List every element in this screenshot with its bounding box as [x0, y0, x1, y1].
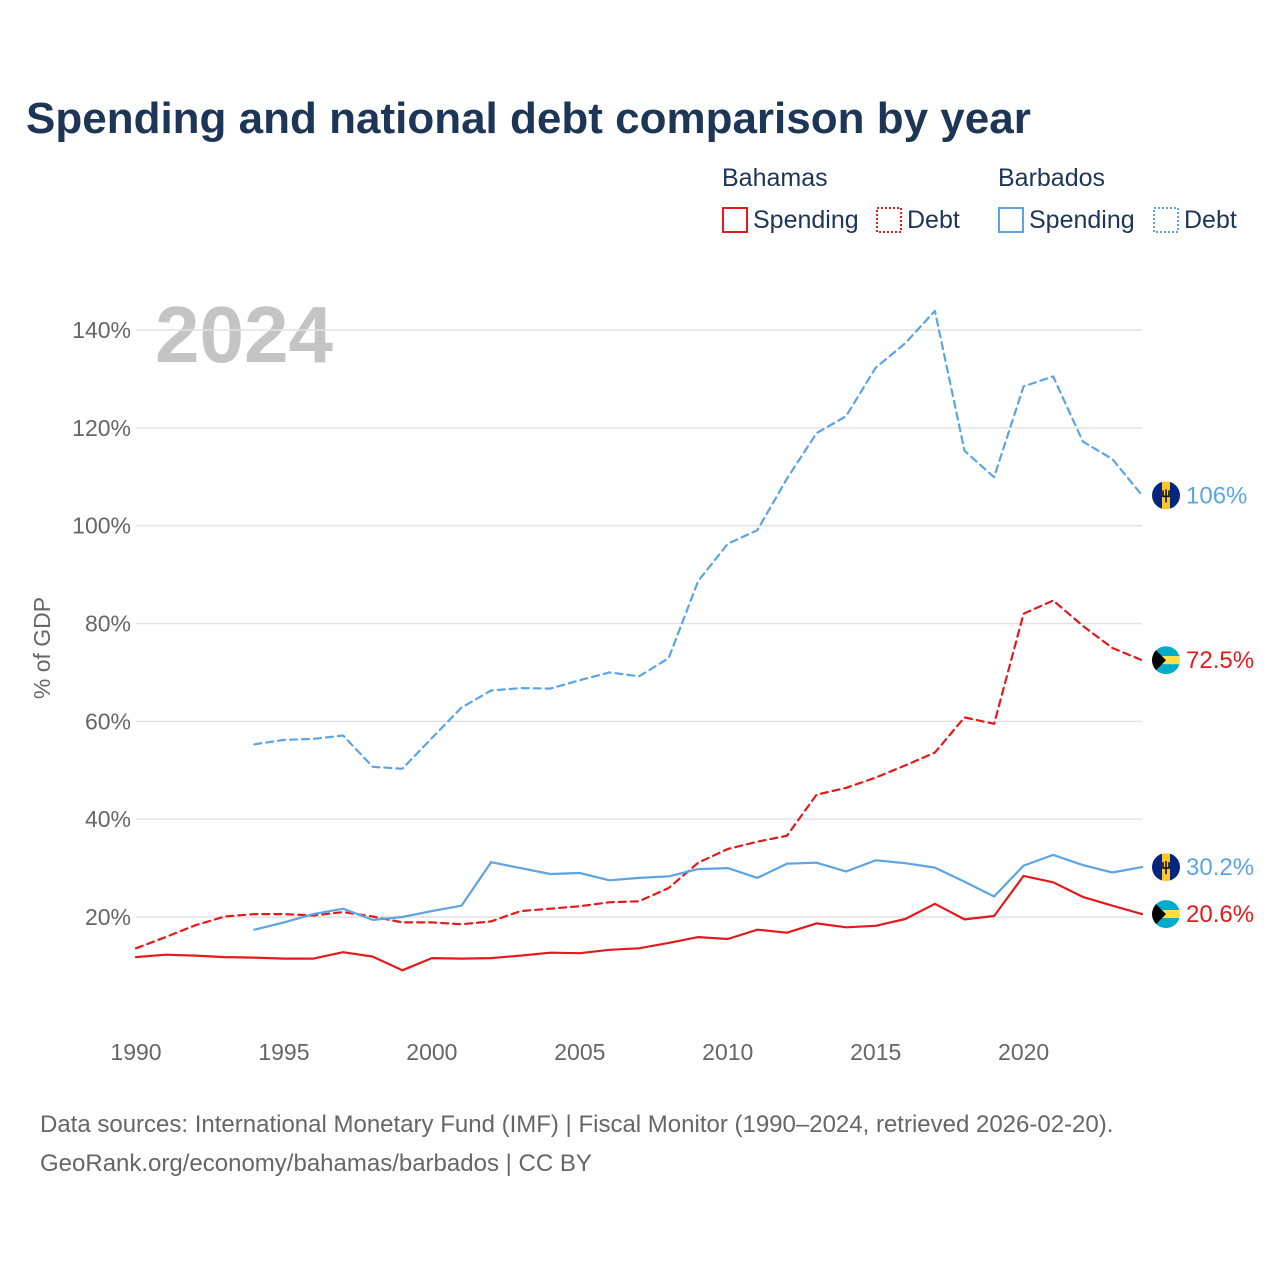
bahamas-flag-icon: [1152, 646, 1180, 675]
legend-label-barbados-debt[interactable]: Debt: [1184, 206, 1237, 234]
end-label-bahamas-spending: 20.6%: [1186, 901, 1254, 928]
bahamas-flag-icon: [1152, 900, 1180, 929]
y-tick-label: 20%: [85, 904, 131, 930]
x-tick-label: 1995: [258, 1039, 309, 1065]
y-tick-label: 100%: [72, 513, 131, 539]
legend-label-bahamas-debt[interactable]: Debt: [907, 206, 960, 234]
legend-swatch-bahamas-debt[interactable]: [876, 207, 902, 233]
x-tick-label: 2020: [998, 1039, 1049, 1065]
y-tick-label: 140%: [72, 317, 131, 343]
x-axis-ticks: 1990 1995 2000 2005 2010 2015 2020: [110, 1039, 1049, 1065]
legend-group-barbados: Barbados: [998, 164, 1105, 192]
barbados-flag-icon: [1152, 481, 1180, 510]
y-axis-ticks: 20% 40% 60% 80% 100% 120% 140%: [72, 317, 131, 930]
series-line-bahamas-spending[interactable]: [134, 874, 1144, 972]
end-label-bahamas-debt: 72.5%: [1186, 647, 1254, 674]
series: [134, 309, 1144, 972]
end-label-barbados-debt: 106%: [1186, 482, 1247, 509]
grid: [136, 329, 1142, 918]
y-tick-label: 40%: [85, 806, 131, 832]
legend-label-barbados-spending[interactable]: Spending: [1029, 206, 1135, 234]
barbados-flag-icon: [1152, 853, 1180, 882]
series-line-barbados-debt[interactable]: [253, 309, 1144, 770]
y-tick-label: 80%: [85, 611, 131, 637]
chart-title: Spending and national debt comparison by…: [26, 94, 1031, 143]
y-axis-label: % of GDP: [29, 597, 55, 699]
x-tick-label: 2010: [702, 1039, 753, 1065]
legend-swatch-barbados-spending[interactable]: [998, 207, 1024, 233]
year-watermark: 2024: [155, 290, 333, 379]
x-tick-label: 1990: [110, 1039, 161, 1065]
legend-swatch-barbados-debt[interactable]: [1153, 207, 1179, 233]
end-labels: 72.5% 20.6% 106% 30.2%: [1152, 481, 1254, 929]
x-tick-label: 2005: [554, 1039, 605, 1065]
series-line-barbados-spending[interactable]: [253, 853, 1144, 931]
x-tick-label: 2000: [406, 1039, 457, 1065]
legend: Bahamas Barbados Spending Debt Spending …: [722, 164, 1237, 234]
source-line-1: Data sources: International Monetary Fun…: [40, 1111, 1113, 1138]
series-line-bahamas-debt[interactable]: [134, 599, 1144, 950]
y-tick-label: 120%: [72, 415, 131, 441]
legend-label-bahamas-spending[interactable]: Spending: [753, 206, 859, 234]
legend-swatch-bahamas-spending[interactable]: [722, 207, 748, 233]
x-tick-label: 2015: [850, 1039, 901, 1065]
legend-group-bahamas: Bahamas: [722, 164, 828, 192]
source-line-2[interactable]: GeoRank.org/economy/bahamas/barbados | C…: [40, 1150, 592, 1177]
y-tick-label: 60%: [85, 708, 131, 734]
end-label-barbados-spending: 30.2%: [1186, 854, 1254, 881]
